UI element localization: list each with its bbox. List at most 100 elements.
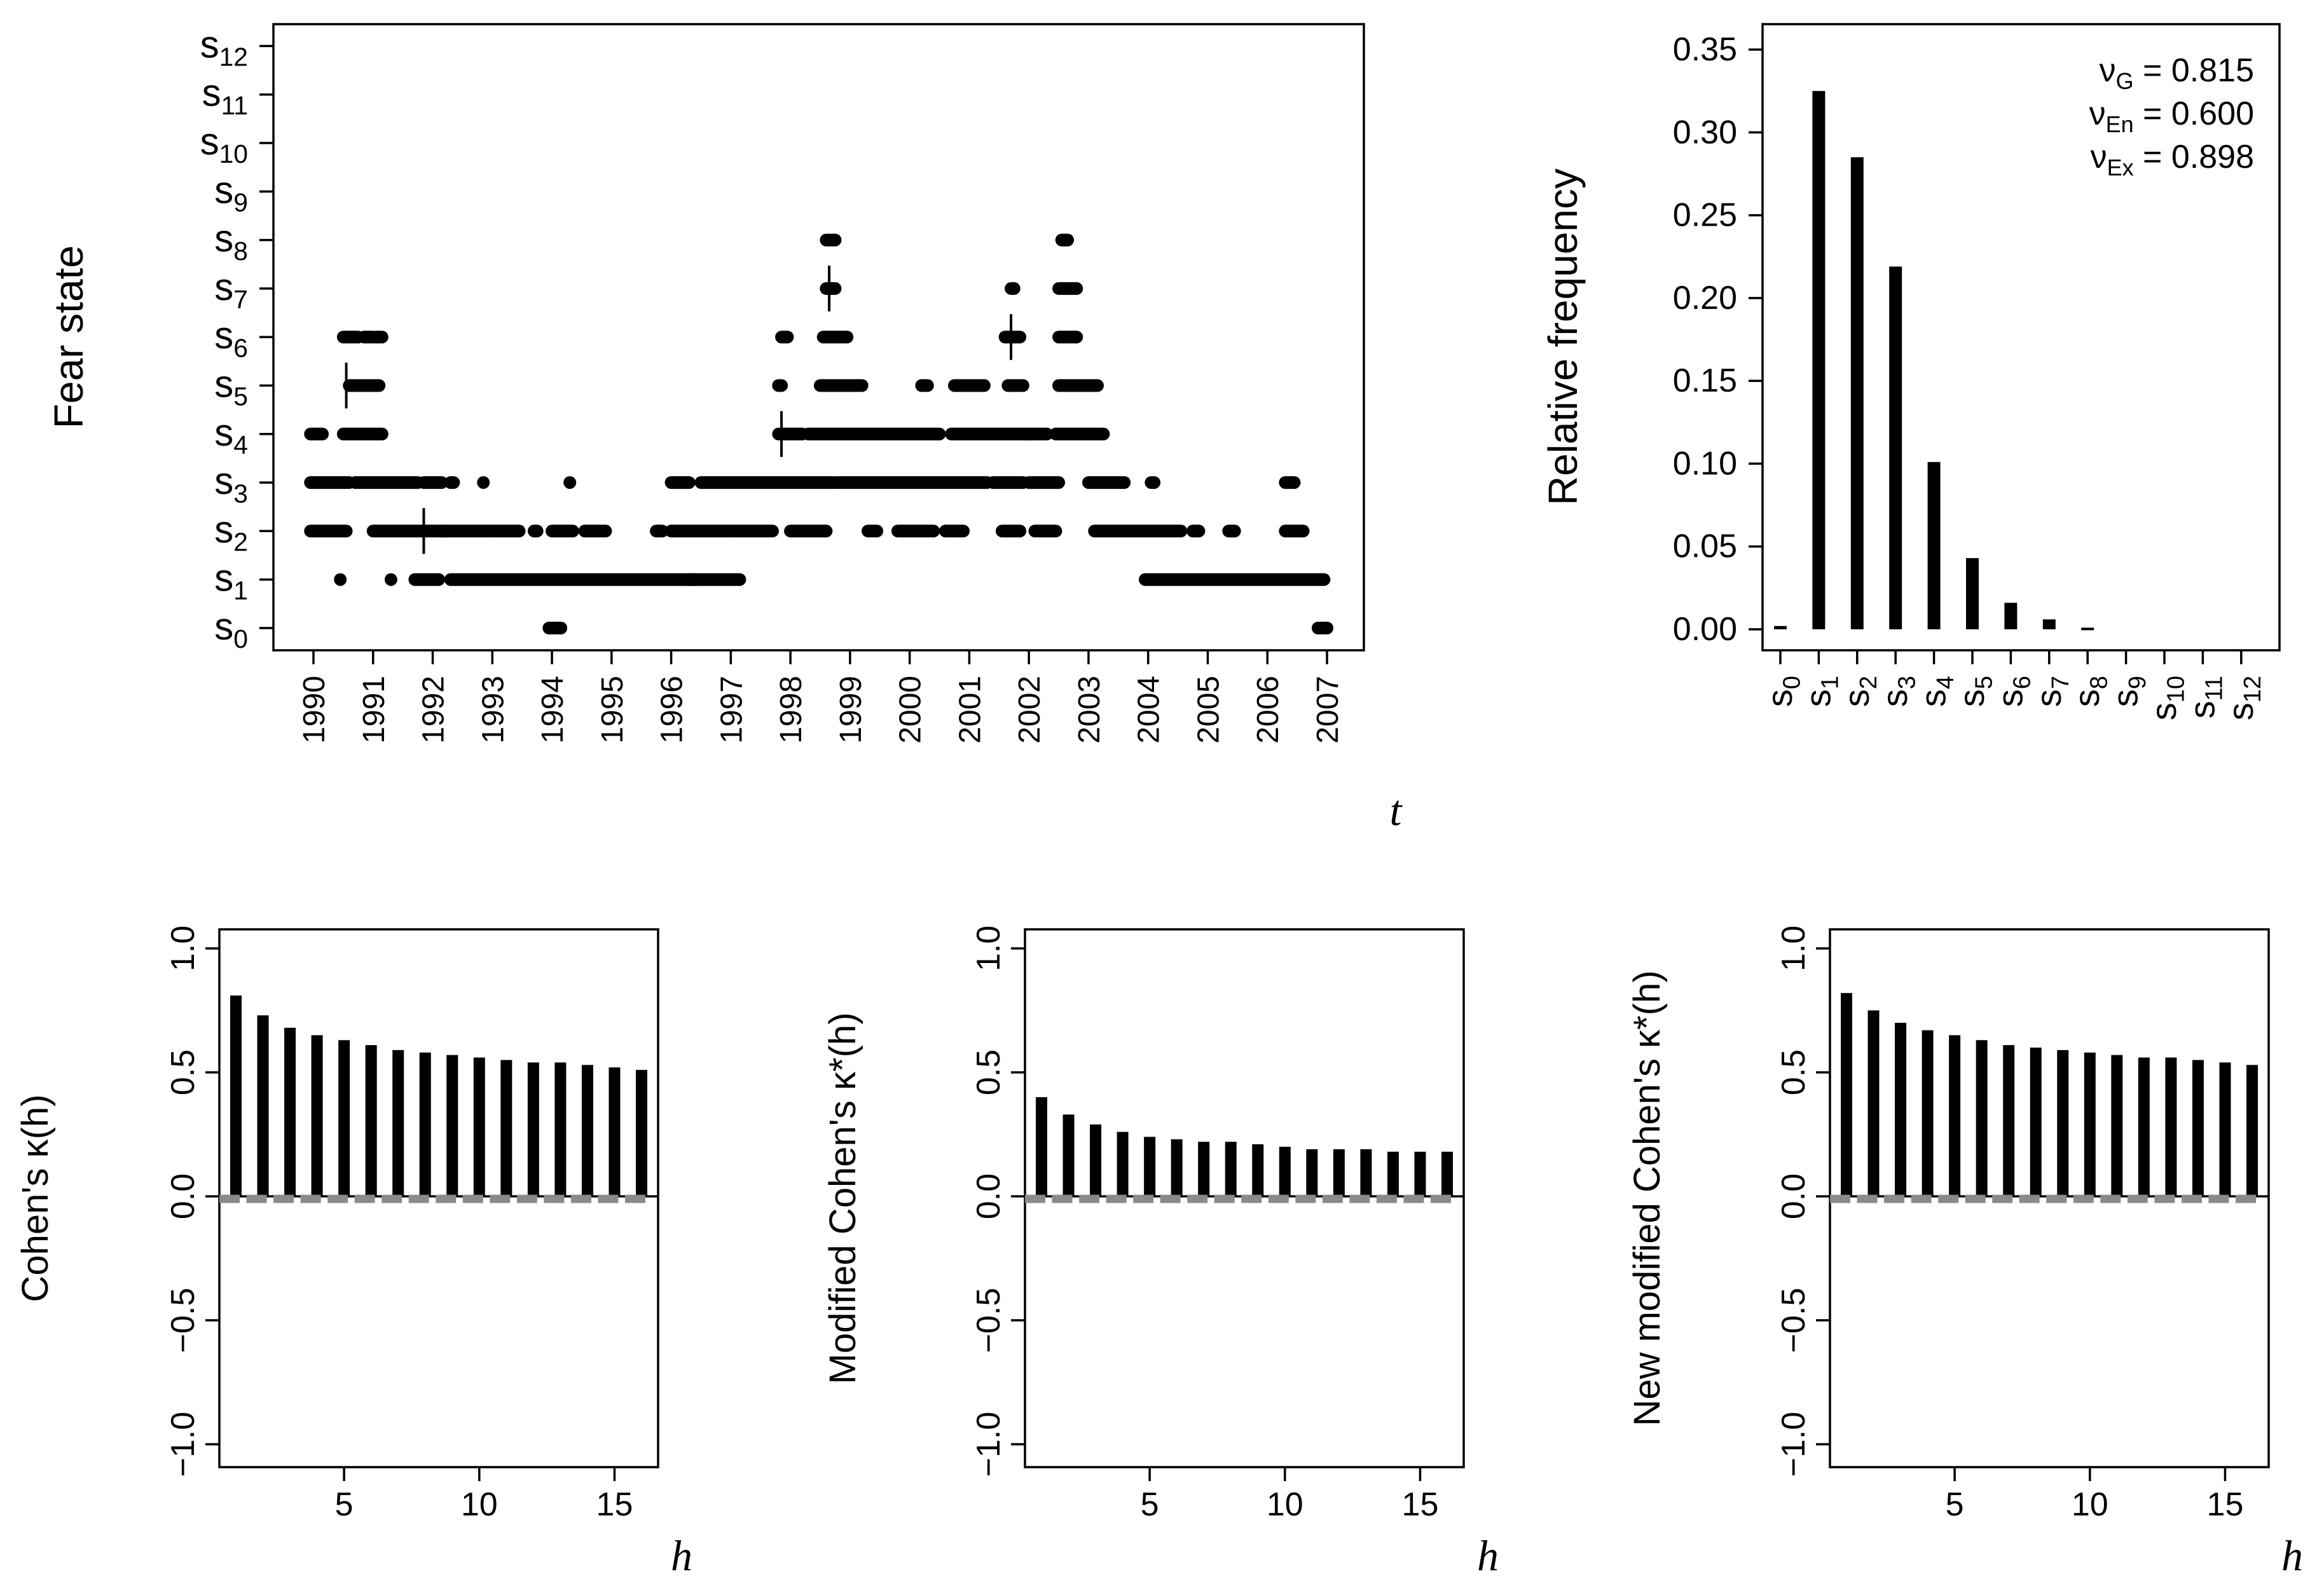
x-tick-label: s10 xyxy=(2143,676,2189,720)
y-tick-label: 1.0 xyxy=(165,926,202,971)
frequency-bar xyxy=(2081,627,2094,631)
kappa-bar xyxy=(1841,993,1852,1196)
kappa-bar xyxy=(2138,1057,2150,1196)
kappa-bar xyxy=(2219,1062,2231,1196)
modified-cohens-kappa-panel: −1.0 −0.5 0.0 0.5 1.0 5 10 15 Modified Cohen's κ… xyxy=(822,926,1499,1580)
y-tick-label: s5 xyxy=(214,363,248,411)
kappa-bar xyxy=(284,1027,296,1196)
y-tick-label: s1 xyxy=(214,557,248,605)
y-tick-label: 0.25 xyxy=(1673,197,1737,234)
kappa-bar xyxy=(1441,1151,1453,1196)
kappa-bar xyxy=(1333,1149,1345,1196)
y-tick-label: −1.0 xyxy=(165,1412,202,1477)
y-tick-label: s10 xyxy=(200,120,248,168)
kappa-bar xyxy=(1062,1114,1075,1196)
kappa-bar xyxy=(1225,1142,1237,1196)
y-tick-label: 0.0 xyxy=(165,1173,202,1219)
y-tick-label: 0.35 xyxy=(1673,31,1737,68)
kappa-bar xyxy=(392,1049,404,1196)
kappa-bar xyxy=(446,1055,458,1196)
x-tick-label: 15 xyxy=(596,1486,633,1523)
x-tick-label: 1990 xyxy=(298,676,331,744)
x-tick-label: 1994 xyxy=(536,676,570,744)
x-tick-label: s12 xyxy=(2220,676,2266,720)
kappa-bar xyxy=(527,1062,539,1196)
x-tick-label: s4 xyxy=(1913,676,1959,707)
x-tick-label: s7 xyxy=(2028,676,2074,707)
frequency-bar xyxy=(1774,626,1787,629)
x-tick-label: 1991 xyxy=(357,676,391,744)
kappa-bar xyxy=(311,1035,323,1196)
kappa-bar xyxy=(1387,1151,1399,1196)
y-tick-label: 0.0 xyxy=(970,1173,1007,1219)
x-tick-label: 5 xyxy=(1141,1486,1159,1523)
y-tick-label: s3 xyxy=(214,460,248,508)
y-tick-label: 0.15 xyxy=(1673,362,1737,399)
new-modified-cohens-kappa-panel: −1.0 −0.5 0.0 0.5 1.0 5 10 15 New modified Cohen… xyxy=(1626,926,2303,1580)
nu-annotation: νG = 0.815 xyxy=(2100,52,2254,94)
kappa-bar xyxy=(338,1040,350,1196)
frequency-bar xyxy=(2042,619,2056,629)
x-tick-label: 2003 xyxy=(1073,676,1106,744)
frequency-bar xyxy=(1812,91,1826,630)
kappa-bar xyxy=(581,1065,593,1196)
x-tick-label: 15 xyxy=(1402,1486,1439,1523)
y-tick-label: 1.0 xyxy=(1775,926,1812,971)
kappa-bar xyxy=(365,1045,377,1196)
y-axis-label: Modified Cohen's κ*(h) xyxy=(822,1013,863,1384)
y-axis-label: Relative frequency xyxy=(1540,168,1586,505)
y-tick-label: s2 xyxy=(214,508,248,556)
x-tick-label: 2000 xyxy=(894,676,928,744)
x-tick-label: 1997 xyxy=(715,676,748,744)
y-tick-label: s4 xyxy=(214,411,248,460)
kappa-bar xyxy=(419,1052,431,1196)
kappa-bar xyxy=(554,1062,567,1196)
kappa-bar xyxy=(1360,1149,1372,1196)
x-tick-label: 10 xyxy=(461,1486,498,1523)
y-tick-label: s8 xyxy=(214,217,248,266)
y-axis-label: Fear state xyxy=(46,245,92,428)
kappa-bar xyxy=(2165,1057,2177,1196)
kappa-bar xyxy=(2003,1045,2015,1196)
kappa-bar xyxy=(2246,1065,2258,1196)
y-axis-label: Cohen's κ(h) xyxy=(15,1095,56,1302)
kappa-bar xyxy=(1949,1035,1961,1196)
cohens-kappa-panel: −1.0 −0.5 0.0 0.5 1.0 5 10 15 Cohen's κ(h) h xyxy=(15,926,692,1580)
kappa-bar xyxy=(500,1060,512,1196)
x-tick-label: 5 xyxy=(1946,1486,1964,1523)
y-tick-label: 0.10 xyxy=(1673,445,1737,482)
x-tick-label: 2006 xyxy=(1251,676,1285,744)
x-tick-label: s2 xyxy=(1836,676,1882,707)
x-tick-label: 15 xyxy=(2207,1486,2244,1523)
kappa-bar xyxy=(230,995,242,1196)
x-tick-label: 1992 xyxy=(417,676,451,744)
x-tick-label: s5 xyxy=(1951,676,1997,707)
kappa-bar xyxy=(1198,1142,1210,1196)
kappa-bar xyxy=(2084,1052,2096,1196)
x-tick-label: 2002 xyxy=(1013,676,1047,744)
y-tick-label: 0.0 xyxy=(1775,1173,1812,1219)
x-axis-label: h xyxy=(1477,1531,1499,1580)
kappa-bar xyxy=(1279,1147,1291,1196)
x-tick-label: s11 xyxy=(2182,676,2227,719)
kappa-bar xyxy=(257,1015,269,1196)
x-tick-label: 1993 xyxy=(476,676,510,744)
y-tick-label: −1.0 xyxy=(970,1412,1007,1477)
kappa-bar xyxy=(1036,1097,1047,1196)
x-tick-label: s9 xyxy=(2105,676,2151,707)
y-tick-label: s9 xyxy=(214,168,248,217)
y-tick-label: 0.20 xyxy=(1673,280,1737,317)
y-tick-label: −1.0 xyxy=(1775,1412,1812,1477)
kappa-bar xyxy=(1090,1124,1102,1196)
kappa-bar xyxy=(1922,1030,1934,1196)
frequency-bar xyxy=(1927,461,1941,629)
kappa-bar xyxy=(1976,1040,1988,1196)
x-tick-label: 2007 xyxy=(1311,676,1345,744)
x-tick-label: 2004 xyxy=(1132,676,1166,744)
y-tick-label: s7 xyxy=(214,266,248,314)
kappa-bar xyxy=(636,1070,647,1196)
kappa-bar xyxy=(609,1067,621,1196)
kappa-bar xyxy=(2030,1048,2042,1196)
